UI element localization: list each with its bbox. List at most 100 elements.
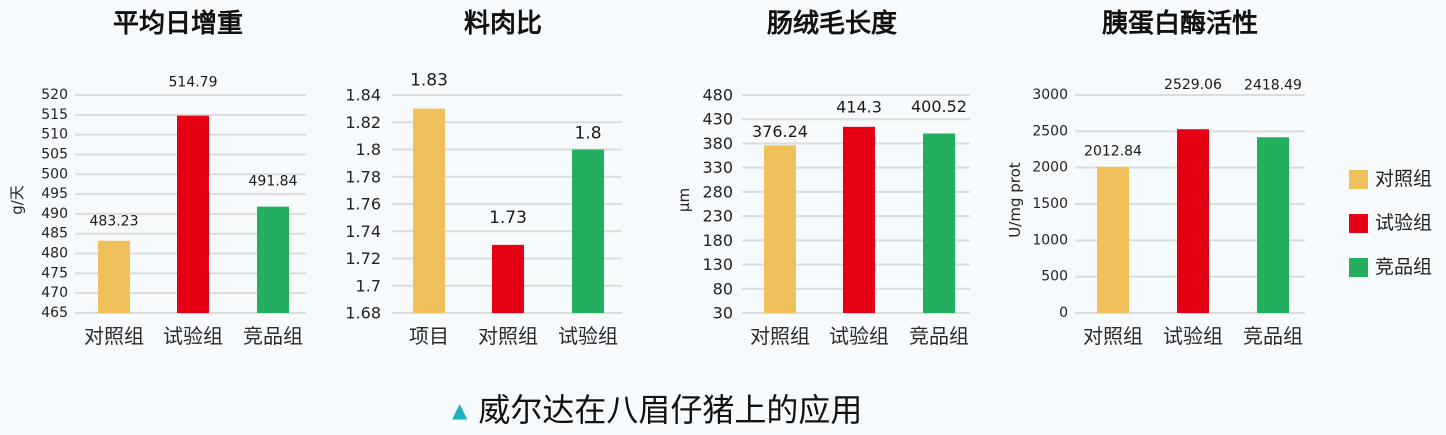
x-tick-label: 试验组 (829, 324, 889, 348)
y-tick-label: 480 (41, 246, 68, 262)
x-tick-label: 竞品组 (243, 324, 303, 348)
data-label: 400.52 (911, 97, 967, 116)
bar (1257, 137, 1289, 313)
data-label: 483.23 (90, 214, 139, 230)
bar (1177, 129, 1209, 313)
y-tick-label: 180 (702, 231, 733, 250)
bar (764, 145, 796, 313)
y-tick-label: 1.78 (345, 167, 381, 186)
y-tick-label: 380 (702, 134, 733, 153)
data-label: 376.24 (752, 122, 808, 141)
bar-chart: 胰蛋白酶活性 U/mg prot 0 500 1000 1500 2000 2500 3000 2… (1006, 8, 1305, 348)
chart-title: 肠绒毛长度 (767, 8, 897, 39)
bar-chart: 平均日增重 g/天 465 470 475 480 485 490 495 500 505 510 51… (8, 8, 306, 348)
x-tick-label: 对照组 (750, 324, 810, 348)
y-tick-label: 3000 (1032, 87, 1068, 103)
y-tick-label: 280 (702, 182, 733, 201)
x-tick-label: 试验组 (1163, 324, 1223, 348)
bar (257, 206, 289, 313)
bar-chart: 肠绒毛长度 μm 30 80 130 180 230 280 330 380 430 480 376.2… (675, 8, 970, 348)
legend-label: 对照组 (1375, 168, 1433, 190)
y-tick-label: 515 (41, 107, 68, 123)
y-tick-label: 1.74 (345, 222, 381, 241)
data-label: 414.3 (836, 97, 882, 116)
bar-chart: 料肉比 1.68 1.7 1.72 1.74 1.76 1.78 1.8 1.82 1.84 1.8… (345, 9, 622, 348)
caption-text: 威尔达在八眉仔猪上的应用 (478, 391, 863, 429)
legend: 对照组 试验组 竞品组 (1349, 168, 1432, 300)
x-tick-label: 试验组 (558, 324, 618, 348)
data-label: 1.83 (410, 71, 448, 91)
y-tick-label: 30 (713, 304, 733, 323)
bar (177, 115, 209, 313)
triangle-marker-icon: ▲ (452, 398, 468, 422)
y-tick-label: 470 (41, 285, 68, 301)
y-tick-label: 1.7 (356, 276, 381, 295)
y-tick-label: 330 (702, 158, 733, 177)
x-tick-label: 试验组 (163, 324, 223, 348)
y-tick-label: 230 (702, 207, 733, 226)
y-tick-label: 130 (702, 255, 733, 274)
legend-label: 试验组 (1375, 212, 1433, 234)
bar (923, 133, 955, 313)
y-tick-label: 2500 (1032, 123, 1068, 139)
y-tick-label: 2000 (1032, 160, 1068, 176)
y-tick-label: 430 (702, 110, 733, 129)
legend-swatch (1349, 257, 1368, 277)
chart-title: 料肉比 (464, 9, 542, 39)
y-axis-label: μm (675, 188, 693, 212)
legend-swatch (1349, 169, 1368, 189)
y-tick-label: 465 (41, 305, 68, 321)
y-tick-label: 1.8 (356, 140, 381, 159)
x-tick-label: 对照组 (1083, 324, 1143, 348)
x-tick-label: 对照组 (478, 324, 538, 348)
y-tick-label: 1500 (1032, 196, 1068, 212)
y-tick-label: 1.68 (345, 304, 381, 323)
y-tick-label: 80 (713, 279, 733, 298)
y-tick-label: 490 (41, 206, 68, 222)
y-axis-label: U/mg prot (1006, 162, 1024, 237)
bar (492, 244, 524, 313)
y-tick-label: 1000 (1032, 232, 1068, 248)
data-label: 2418.49 (1244, 77, 1302, 93)
figure-caption: ▲ 威尔达在八眉仔猪上的应用 (452, 392, 862, 428)
y-tick-label: 500 (1041, 269, 1068, 285)
y-tick-label: 495 (41, 186, 68, 202)
chart-title: 平均日增重 (113, 8, 243, 39)
legend-swatch (1349, 213, 1368, 233)
data-label: 514.79 (169, 75, 218, 91)
legend-item: 试验组 (1349, 212, 1432, 234)
y-tick-label: 520 (41, 87, 68, 103)
x-tick-label: 竞品组 (909, 324, 969, 348)
y-tick-label: 1.72 (345, 249, 381, 268)
y-tick-label: 510 (41, 127, 68, 143)
y-tick-label: 1.82 (345, 113, 381, 132)
y-tick-label: 475 (41, 265, 68, 281)
y-tick-label: 1.76 (345, 195, 381, 214)
y-tick-label: 480 (702, 86, 733, 105)
x-tick-label: 对照组 (84, 324, 144, 348)
chart-title: 胰蛋白酶活性 (1102, 8, 1258, 39)
legend-label: 竞品组 (1375, 256, 1433, 278)
y-tick-label: 0 (1059, 305, 1068, 321)
bar (572, 149, 604, 313)
bar (98, 240, 130, 313)
y-tick-label: 505 (41, 146, 68, 162)
data-label: 1.8 (574, 124, 601, 144)
legend-item: 竞品组 (1349, 256, 1432, 278)
bar (1097, 166, 1129, 313)
data-label: 491.84 (249, 174, 298, 190)
bar (413, 108, 445, 313)
legend-item: 对照组 (1349, 168, 1432, 190)
data-label: 2529.06 (1164, 77, 1222, 93)
data-label: 2012.84 (1084, 144, 1142, 160)
y-axis-label: g/天 (8, 185, 26, 215)
y-tick-label: 1.84 (345, 86, 381, 105)
x-tick-label: 竞品组 (1243, 324, 1303, 348)
data-label: 1.73 (489, 208, 527, 228)
y-tick-label: 485 (41, 226, 68, 242)
x-tick-label: 项目 (409, 324, 449, 348)
bar (843, 126, 875, 313)
y-tick-label: 500 (41, 166, 68, 182)
